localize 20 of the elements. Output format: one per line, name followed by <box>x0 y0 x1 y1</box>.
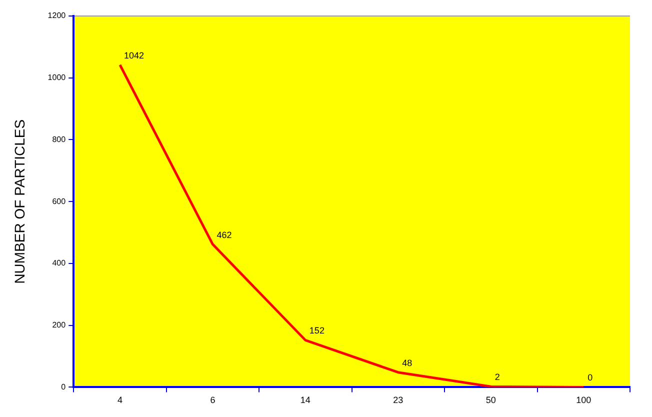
data-label: 48 <box>402 358 412 368</box>
x-tick-label: 100 <box>576 395 592 406</box>
y-tick-label: 400 <box>52 258 66 268</box>
data-label: 2 <box>494 372 500 382</box>
y-tick-label: 200 <box>52 320 66 330</box>
data-label: 0 <box>588 372 593 383</box>
x-tick-label: 6 <box>210 395 216 406</box>
y-tick-label: 1200 <box>48 11 66 20</box>
x-tick-label: 50 <box>486 395 496 406</box>
y-axis-title: NUMBER OF PARTICLES <box>11 119 28 284</box>
data-label: 462 <box>216 230 232 240</box>
y-tick-label: 1000 <box>48 73 66 82</box>
y-tick-label: 600 <box>52 196 66 206</box>
x-tick-label: 23 <box>393 395 404 406</box>
data-label: 1042 <box>124 50 144 60</box>
x-tick-label: 14 <box>300 395 310 406</box>
y-tick-label: 800 <box>52 134 66 144</box>
y-tick-label: 0 <box>61 382 66 392</box>
x-tick-label: 4 <box>117 395 122 406</box>
data-label: 152 <box>309 326 324 336</box>
